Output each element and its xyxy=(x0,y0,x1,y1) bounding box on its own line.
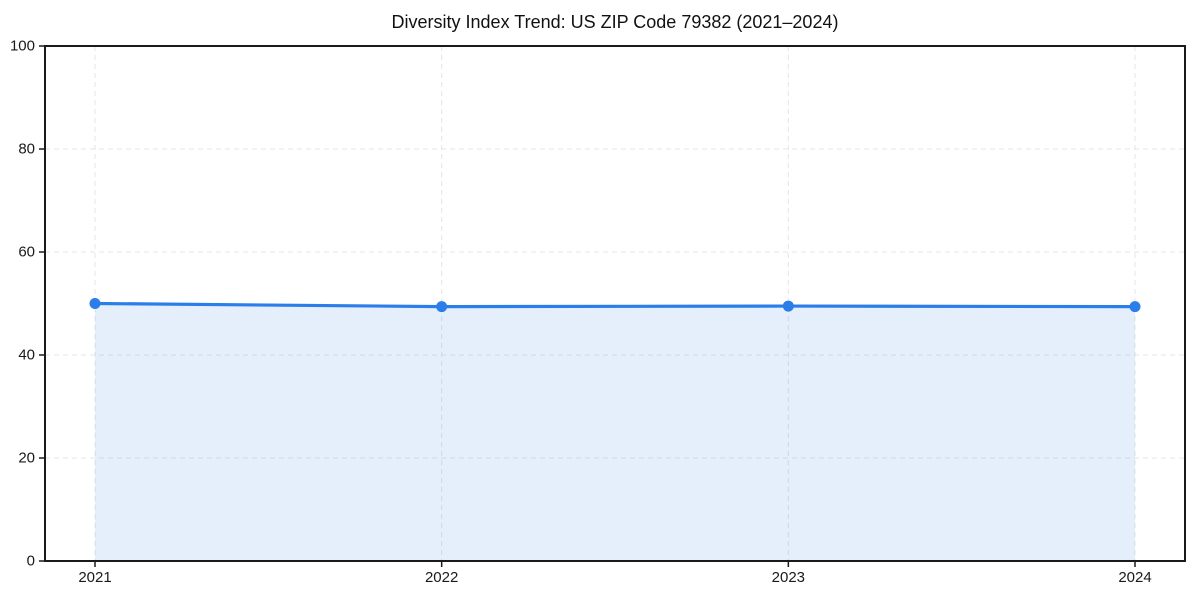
series-area xyxy=(95,303,1135,561)
data-point-2021 xyxy=(89,298,101,309)
y-tick-label-0: 0 xyxy=(27,553,35,570)
series-line xyxy=(93,301,1137,309)
plot-border xyxy=(44,45,1186,562)
y-tick-label-60: 60 xyxy=(18,244,35,261)
y-tick-label-100: 100 xyxy=(10,38,35,55)
data-point-2023 xyxy=(782,300,794,312)
x-tick-label-2022: 2022 xyxy=(425,569,458,586)
x-tick-label-2024: 2024 xyxy=(1118,569,1151,586)
data-point-2022 xyxy=(436,301,448,313)
x-tick-label-2023: 2023 xyxy=(772,569,805,586)
chart-title: Diversity Index Trend: US ZIP Code 79382… xyxy=(391,12,839,32)
y-tick-label-80: 80 xyxy=(18,141,35,158)
y-tick-label-20: 20 xyxy=(18,450,35,467)
y-tick-label-40: 40 xyxy=(18,347,35,364)
x-tick-label-2021: 2021 xyxy=(78,569,111,586)
data-point-2024 xyxy=(1129,301,1141,313)
